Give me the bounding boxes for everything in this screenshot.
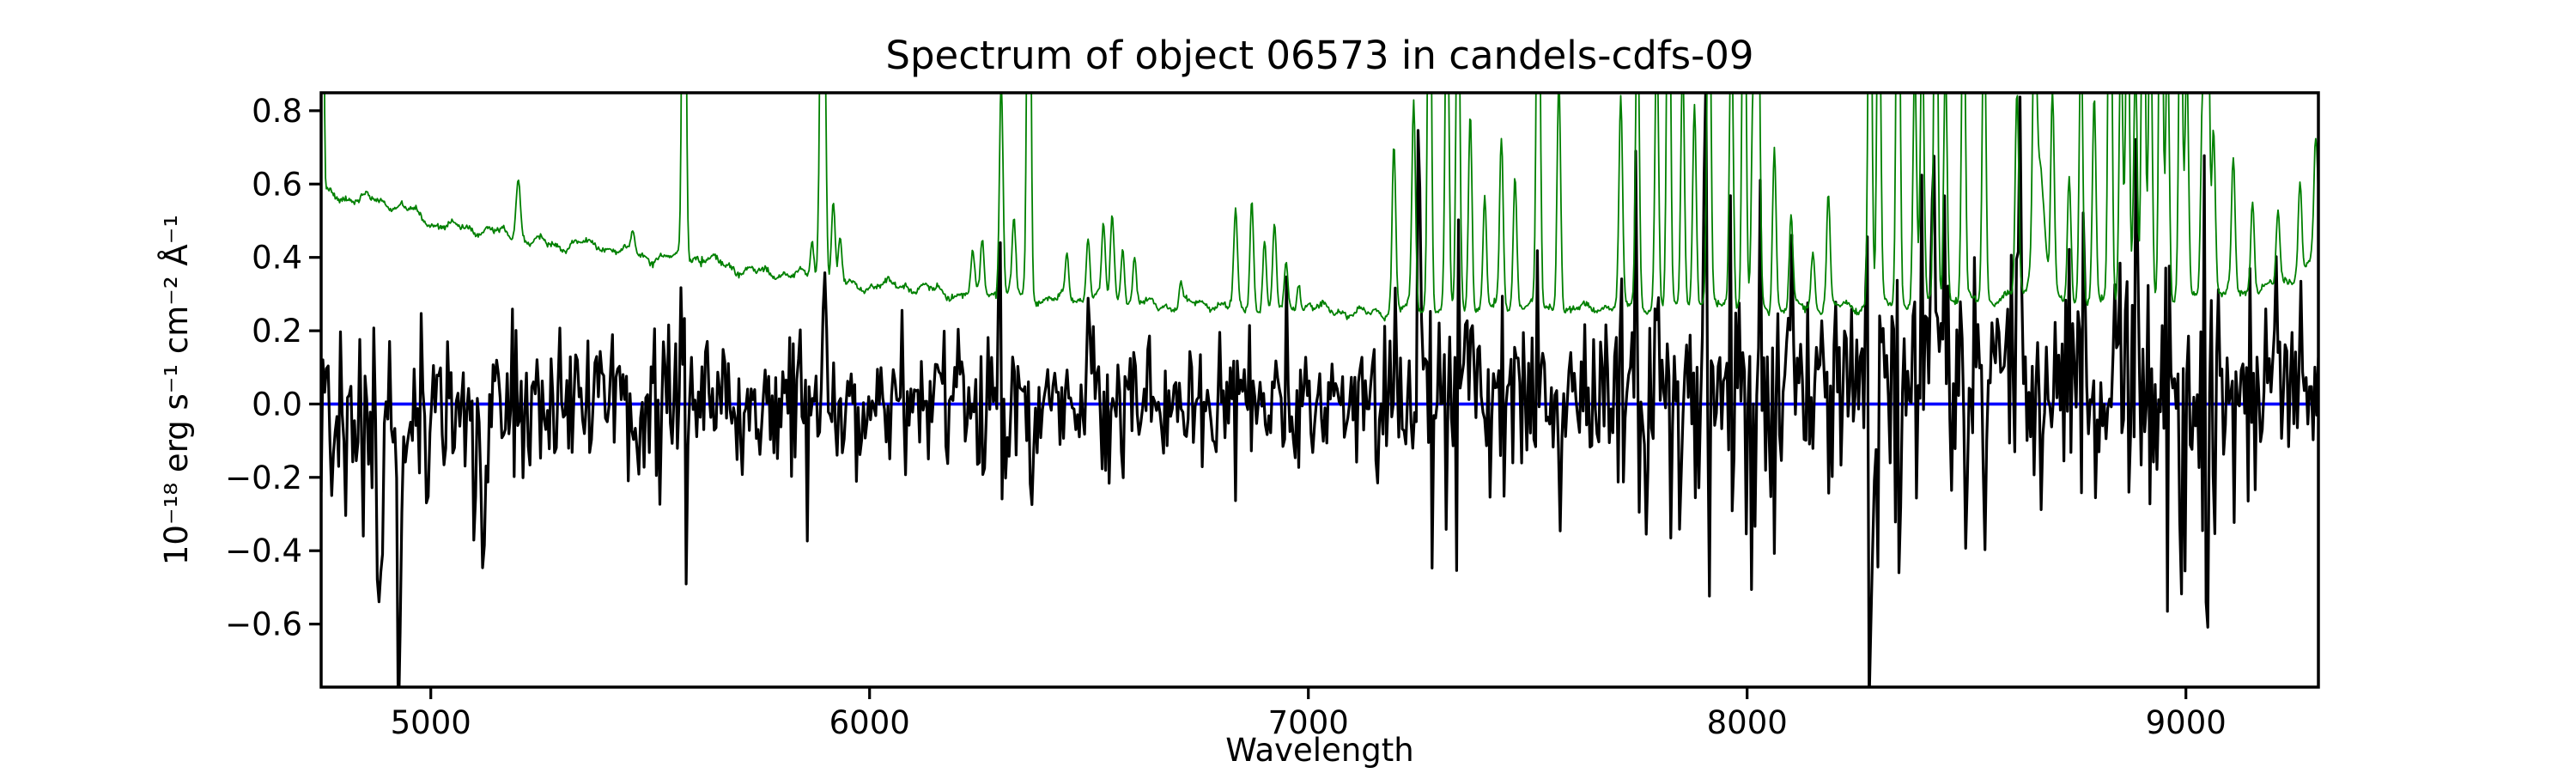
y-tick-label: 0.0 — [252, 386, 302, 423]
chart-title: Spectrum of object 06573 in candels-cdfs… — [885, 33, 1753, 78]
y-tick-label: −0.6 — [225, 606, 302, 643]
ticks-group: 5000 6000 7000 8000 9000 0.8 0.6 0.4 0.2 0.0 −0.2 −… — [225, 93, 2227, 741]
y-tick-label: 0.8 — [252, 93, 302, 130]
observed-flux-line — [321, 93, 2318, 687]
x-tick-label: 6000 — [829, 704, 910, 741]
x-tick-label: 8000 — [1707, 704, 1788, 741]
noise-spectrum-line — [324, 93, 2318, 322]
x-axis-label: Wavelength — [1225, 732, 1414, 769]
y-tick-label: 0.2 — [252, 313, 302, 350]
x-tick-label: 9000 — [2146, 704, 2227, 741]
y-axis-label: 10⁻¹⁸ erg s⁻¹ cm⁻² Å⁻¹ — [157, 215, 195, 565]
y-tick-label: 0.4 — [252, 240, 302, 277]
y-tick-label: 0.6 — [252, 166, 302, 203]
series-group — [321, 93, 2318, 687]
y-tick-label: −0.4 — [225, 533, 302, 569]
x-tick-label: 5000 — [391, 704, 471, 741]
axes-frame — [319, 91, 2320, 689]
x-tick-label: 7000 — [1268, 704, 1349, 741]
y-tick-label: −0.2 — [225, 460, 302, 496]
